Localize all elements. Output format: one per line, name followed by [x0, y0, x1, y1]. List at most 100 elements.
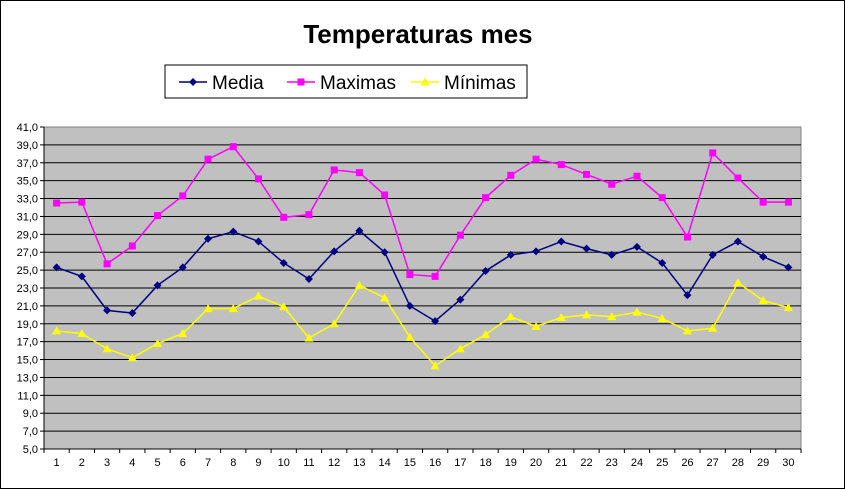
series-line	[56, 145, 789, 278]
data-point	[204, 155, 212, 163]
x-tick-label: 17	[454, 457, 466, 469]
x-tick-label: 1	[54, 457, 60, 469]
data-point	[77, 272, 86, 281]
data-point	[103, 260, 111, 268]
data-point	[127, 353, 137, 362]
data-point	[381, 191, 389, 199]
x-tick-label: 13	[353, 457, 365, 469]
data-point	[532, 155, 540, 163]
x-tick-label: 3	[104, 457, 110, 469]
data-point	[229, 227, 238, 236]
data-point	[229, 143, 237, 151]
y-tick-label: 29,0	[17, 229, 38, 241]
data-point	[380, 248, 389, 257]
data-point	[254, 175, 262, 183]
data-point	[556, 313, 566, 322]
data-point	[734, 174, 742, 182]
data-point	[783, 303, 793, 312]
y-tick-label: 37,0	[17, 158, 38, 170]
legend-marker	[420, 77, 430, 86]
legend-marker	[297, 78, 305, 86]
data-point	[103, 306, 112, 315]
data-point	[330, 166, 338, 174]
data-point	[178, 329, 188, 338]
data-point	[506, 312, 516, 321]
data-point	[431, 272, 439, 280]
data-point	[329, 319, 339, 328]
data-point	[532, 247, 541, 256]
data-point	[456, 295, 465, 304]
data-point	[204, 234, 213, 243]
data-point	[380, 293, 390, 302]
data-point	[455, 344, 465, 353]
legend-box	[164, 64, 528, 99]
y-tick-label: 7,0	[23, 426, 38, 438]
data-point	[153, 338, 163, 347]
y-tick-label: 39,0	[17, 140, 38, 152]
y-tick-label: 41,0	[17, 122, 38, 134]
data-point	[733, 237, 742, 246]
data-point	[153, 281, 162, 290]
x-tick-label: 10	[278, 457, 290, 469]
data-point	[481, 267, 490, 276]
data-point	[304, 275, 313, 284]
data-point	[52, 263, 61, 272]
data-point	[228, 304, 238, 313]
data-point	[481, 330, 491, 339]
x-tick-label: 21	[555, 457, 567, 469]
data-point	[583, 170, 591, 178]
data-point	[708, 250, 717, 259]
data-point	[758, 296, 768, 305]
x-tick-label: 27	[707, 457, 719, 469]
data-point	[279, 302, 289, 311]
x-tick-label: 15	[404, 457, 416, 469]
y-tick-label: 19,0	[17, 319, 38, 331]
series-2	[52, 278, 793, 370]
data-point	[305, 211, 313, 219]
legend-label: Maximas	[320, 73, 396, 94]
data-point	[53, 199, 61, 207]
y-tick-label: 9,0	[23, 408, 38, 420]
y-axis: 5,0 7,0 9,0 11,0 13,0 15,0 17,0 19,0 21,0 23,0 25,…	[17, 122, 45, 456]
x-tick-label: 9	[255, 457, 261, 469]
data-point	[607, 250, 616, 259]
data-point	[406, 271, 414, 279]
x-tick-label: 20	[530, 457, 542, 469]
x-tick-label: 18	[479, 457, 491, 469]
legend-label: Media	[212, 73, 264, 94]
data-point	[506, 250, 515, 259]
data-point	[78, 198, 86, 206]
data-point	[482, 194, 490, 202]
grid-lines	[44, 144, 801, 432]
data-point	[128, 242, 136, 250]
data-point	[280, 213, 288, 221]
data-point	[658, 258, 667, 267]
data-point	[759, 198, 767, 206]
x-tick-label: 7	[205, 457, 211, 469]
data-point	[683, 233, 691, 241]
x-tick-label: 2	[79, 457, 85, 469]
x-tick-label: 8	[230, 457, 236, 469]
data-point	[254, 237, 263, 246]
x-tick-label: 30	[782, 457, 794, 469]
x-tick-label: 26	[681, 457, 693, 469]
data-point	[355, 226, 364, 235]
data-point	[582, 244, 591, 253]
data-point	[330, 247, 339, 256]
series-line	[56, 229, 789, 323]
y-tick-label: 33,0	[17, 194, 38, 206]
data-point	[531, 321, 541, 330]
series-layer	[52, 143, 793, 370]
y-tick-label: 27,0	[17, 247, 38, 259]
data-point	[304, 333, 314, 342]
data-point	[784, 263, 793, 272]
x-tick-label: 5	[154, 457, 160, 469]
chart-title: Temperaturas mes	[303, 19, 532, 49]
data-point	[658, 194, 666, 202]
y-tick-label: 35,0	[17, 176, 38, 188]
x-tick-label: 12	[328, 457, 340, 469]
x-tick-label: 22	[580, 457, 592, 469]
data-point	[154, 212, 162, 220]
x-tick-label: 11	[303, 457, 314, 469]
